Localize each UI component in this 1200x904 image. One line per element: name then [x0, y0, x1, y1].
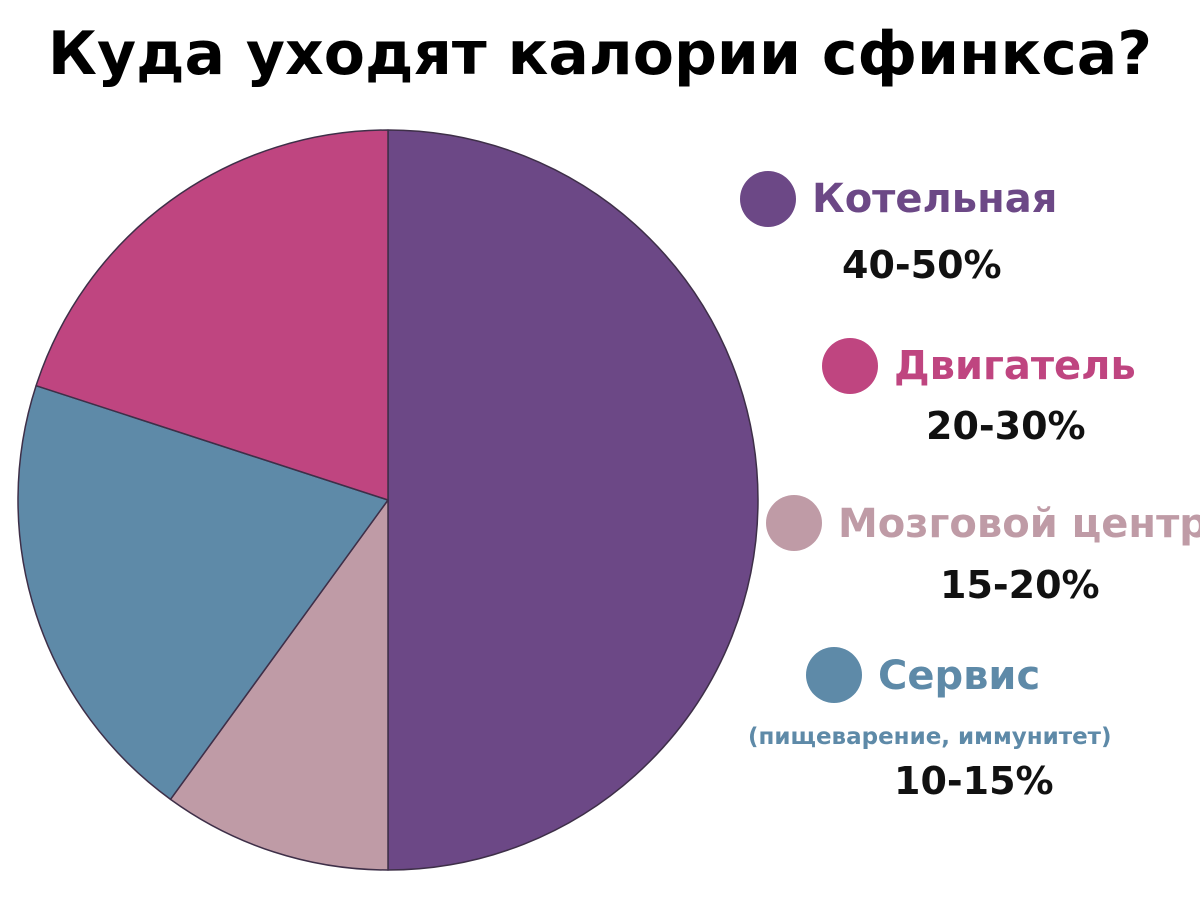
legend-range-kotelnaya: 40-50%: [842, 243, 1002, 287]
pie-slice-3: [17, 384, 389, 801]
legend-dot-servis: [806, 647, 862, 703]
legend-label-dvigatel: Двигатель: [894, 343, 1136, 389]
pie-slice-2: [169, 499, 389, 871]
legend-range-servis: 10-15%: [894, 759, 1054, 803]
legend-label-kotelnaya: Котельная: [812, 176, 1058, 222]
legend-label-mozgovoy: Мозговой центр: [838, 501, 1200, 547]
chart-title: Куда уходят калории сфинкса?: [47, 19, 1153, 89]
legend-dot-mozgovoy: [766, 495, 822, 551]
legend-range-dvigatel: 20-30%: [926, 404, 1086, 448]
legend-label-servis: Сервис: [878, 653, 1041, 699]
legend-note-servis: (пищеварение, иммунитет): [748, 724, 1112, 750]
legend-dot-dvigatel: [822, 338, 878, 394]
legend-range-mozgovoy: 15-20%: [940, 563, 1100, 607]
pie-slice-4: [35, 129, 389, 501]
legend-dot-kotelnaya: [740, 171, 796, 227]
pie-slice-1: [387, 129, 759, 871]
